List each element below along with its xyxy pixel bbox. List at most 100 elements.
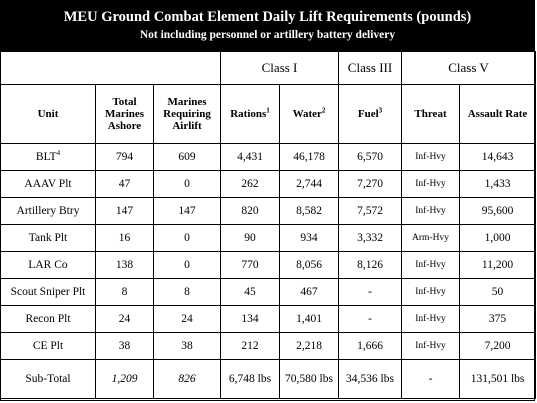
cell-water: 8,056 <box>279 251 340 279</box>
cell-water: 2,744 <box>279 170 340 198</box>
subtotal-fuel: 34,536 lbs <box>338 359 403 399</box>
cell-total: 16 <box>95 224 154 252</box>
cell-threat: Inf-Hvy <box>401 251 461 279</box>
cell-total: 38 <box>95 332 154 360</box>
group-class-5: Class V <box>401 51 537 85</box>
cell-water: 1,401 <box>279 305 340 333</box>
cell-total: 147 <box>95 197 154 225</box>
cell-water: 46,178 <box>279 143 340 171</box>
cell-fuel: 8,126 <box>338 251 403 279</box>
cell-rations: 45 <box>220 278 281 306</box>
cell-airlift: 38 <box>152 332 222 360</box>
table-title: MEU Ground Combat Element Daily Lift Req… <box>63 9 472 25</box>
cell-airlift: 609 <box>152 143 222 171</box>
cell-rate: 11,200 <box>459 251 537 279</box>
subtotal-total: 1,209 <box>95 359 154 399</box>
cell-water: 2,218 <box>279 332 340 360</box>
cell-total: 794 <box>95 143 154 171</box>
lift-requirements-table: Class I Class III Class V Unit Total Mar… <box>0 51 537 399</box>
cell-rate: 1,433 <box>459 170 537 198</box>
cell-airlift: 8 <box>152 278 222 306</box>
col-fuel-label: Fuel <box>357 108 379 120</box>
subtotal-label: Sub-Total <box>0 359 96 399</box>
column-header-row: Unit Total Marines Ashore Marines Requir… <box>0 84 537 144</box>
table-row: Tank Plt 16 0 90 934 3,332 Arm-Hvy 1,000 <box>0 224 537 252</box>
cell-unit: BLT4 <box>0 143 96 171</box>
cell-rations: 134 <box>220 305 281 333</box>
cell-fuel: - <box>338 305 403 333</box>
cell-rations: 262 <box>220 170 281 198</box>
cell-fuel: 1,666 <box>338 332 403 360</box>
cell-threat: Inf-Hvy <box>401 332 461 360</box>
cell-fuel: 6,570 <box>338 143 403 171</box>
cell-total: 24 <box>95 305 154 333</box>
cell-unit: Tank Plt <box>0 224 96 252</box>
col-water-label: Water <box>292 108 322 120</box>
cell-total: 138 <box>95 251 154 279</box>
col-assault-rate: Assault Rate <box>459 84 537 144</box>
group-blank <box>0 51 222 85</box>
subtotal-rate: 131,501 lbs <box>459 359 537 399</box>
water-footnote-mark: 2 <box>321 106 326 115</box>
cell-unit: AAAV Plt <box>0 170 96 198</box>
cell-water: 467 <box>279 278 340 306</box>
col-total-marines: Total Marines Ashore <box>95 84 154 144</box>
cell-threat: Inf-Hvy <box>401 143 461 171</box>
cell-rations: 770 <box>220 251 281 279</box>
cell-airlift: 24 <box>152 305 222 333</box>
subtotal-threat: - <box>401 359 461 399</box>
col-fuel: Fuel3 <box>338 84 403 144</box>
cell-rate: 1,000 <box>459 224 537 252</box>
col-marines-airlift: Marines Requiring Airlift <box>152 84 222 144</box>
group-class-1: Class I <box>220 51 340 85</box>
cell-threat: Inf-Hvy <box>401 197 461 225</box>
cell-total: 8 <box>95 278 154 306</box>
cell-rations: 212 <box>220 332 281 360</box>
cell-rate: 95,600 <box>459 197 537 225</box>
table-row: CE Plt 38 38 212 2,218 1,666 Inf-Hvy 7,2… <box>0 332 537 360</box>
cell-fuel: 7,270 <box>338 170 403 198</box>
cell-fuel: 3,332 <box>338 224 403 252</box>
cell-unit: Recon Plt <box>0 305 96 333</box>
cell-fuel: 7,572 <box>338 197 403 225</box>
cell-unit: Artillery Btry <box>0 197 96 225</box>
table-row: BLT4 794 609 4,431 46,178 6,570 Inf-Hvy … <box>0 143 537 171</box>
cell-rations: 4,431 <box>220 143 281 171</box>
cell-rate: 14,643 <box>459 143 537 171</box>
cell-threat: Inf-Hvy <box>401 305 461 333</box>
unit-footnote-mark: 4 <box>56 149 61 158</box>
table-row: LAR Co 138 0 770 8,056 8,126 Inf-Hvy 11,… <box>0 251 537 279</box>
unit-label: BLT <box>35 151 57 163</box>
cell-rate: 7,200 <box>459 332 537 360</box>
col-threat: Threat <box>401 84 461 144</box>
fuel-footnote-mark: 3 <box>378 106 383 115</box>
group-header-row: Class I Class III Class V <box>0 51 537 85</box>
col-unit: Unit <box>0 84 96 144</box>
col-rations-label: Rations <box>230 108 267 120</box>
cell-water: 8,582 <box>279 197 340 225</box>
title-bar: MEU Ground Combat Element Daily Lift Req… <box>1 1 534 51</box>
cell-rations: 820 <box>220 197 281 225</box>
cell-airlift: 0 <box>152 170 222 198</box>
cell-rate: 50 <box>459 278 537 306</box>
table-row: Artillery Btry 147 147 820 8,582 7,572 I… <box>0 197 537 225</box>
table-row: AAAV Plt 47 0 262 2,744 7,270 Inf-Hvy 1,… <box>0 170 537 198</box>
cell-fuel: - <box>338 278 403 306</box>
cell-threat: Inf-Hvy <box>401 278 461 306</box>
subtotal-rations: 6,748 lbs <box>220 359 281 399</box>
cell-threat: Arm-Hvy <box>401 224 461 252</box>
cell-total: 47 <box>95 170 154 198</box>
table-row: Recon Plt 24 24 134 1,401 - Inf-Hvy 375 <box>0 305 537 333</box>
subtotal-airlift: 826 <box>152 359 222 399</box>
cell-airlift: 0 <box>152 224 222 252</box>
subtotal-row: Sub-Total 1,209 826 6,748 lbs 70,580 lbs… <box>0 359 537 399</box>
col-rations: Rations1 <box>220 84 281 144</box>
subtotal-water: 70,580 lbs <box>279 359 340 399</box>
table-row: Scout Sniper Plt 8 8 45 467 - Inf-Hvy 50 <box>0 278 537 306</box>
table-subtitle: Not including personnel or artillery bat… <box>139 29 396 41</box>
col-water: Water2 <box>279 84 340 144</box>
cell-airlift: 147 <box>152 197 222 225</box>
cell-threat: Inf-Hvy <box>401 170 461 198</box>
cell-rate: 375 <box>459 305 537 333</box>
